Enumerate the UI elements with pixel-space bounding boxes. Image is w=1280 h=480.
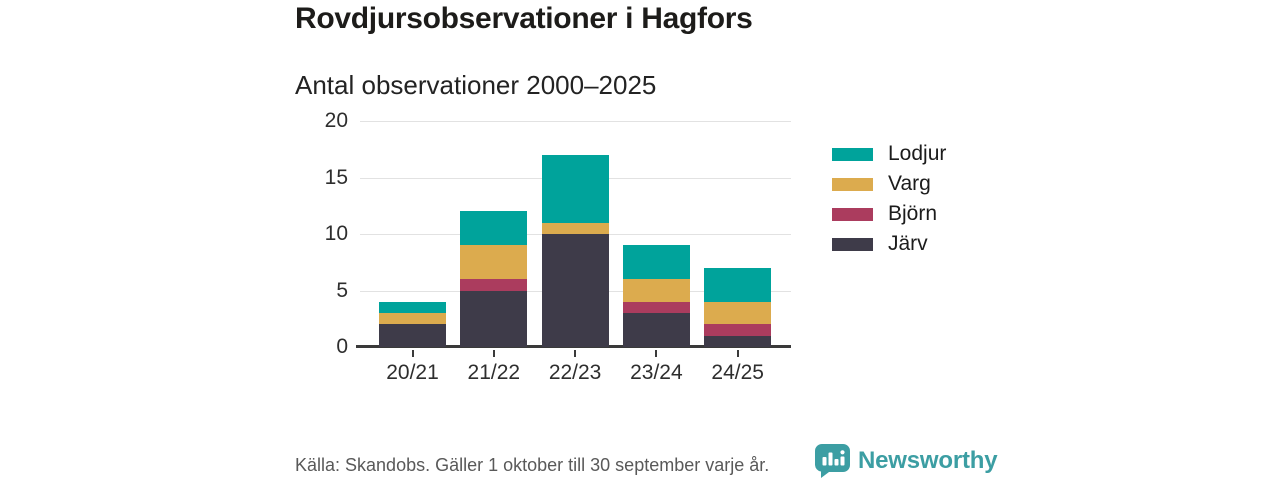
x-tick-label-24/25: 24/25 — [711, 361, 764, 384]
brand-name: Newsworthy — [858, 447, 998, 474]
legend-item-varg: Varg — [832, 169, 946, 199]
legend-item-järv: Järv — [832, 229, 946, 259]
segment-lodjur-24/25 — [704, 267, 772, 302]
segment-lodjur-21/22 — [460, 211, 528, 246]
segment-varg-21/22 — [460, 245, 528, 280]
legend-swatch-björn — [832, 207, 873, 221]
segment-järv-22/23 — [541, 234, 609, 347]
bar-21/22 — [460, 121, 528, 347]
legend-item-björn: Björn — [832, 199, 946, 229]
segment-järv-24/25 — [704, 335, 772, 347]
legend-item-lodjur: Lodjur — [832, 139, 946, 169]
bar-24/25 — [704, 121, 772, 347]
y-tick-label-20: 20 — [324, 109, 348, 132]
x-tick-label-23/24: 23/24 — [630, 361, 683, 384]
legend-label-varg: Varg — [888, 172, 931, 195]
segment-järv-20/21 — [379, 324, 446, 347]
segment-björn-21/22 — [460, 279, 528, 291]
segment-varg-23/24 — [622, 279, 690, 302]
y-tick-label-0: 0 — [336, 335, 348, 358]
brand-lockup: Newsworthy — [815, 444, 998, 478]
x-tick-label-20/21: 20/21 — [386, 361, 439, 384]
x-tick-label-22/23: 22/23 — [548, 361, 602, 384]
x-tick-21/22 — [492, 350, 495, 357]
legend-swatch-järv — [832, 237, 873, 251]
newsworthy-logo-icon — [815, 444, 850, 478]
x-tick-24/25 — [736, 350, 739, 357]
x-tick-label-21/22: 21/22 — [467, 361, 521, 384]
bar-20/21 — [379, 121, 446, 347]
segment-lodjur-22/23 — [541, 154, 609, 223]
segment-varg-24/25 — [704, 301, 772, 325]
segment-lodjur-23/24 — [622, 245, 690, 280]
x-tick-22/23 — [574, 350, 577, 357]
legend-swatch-varg — [832, 177, 873, 191]
legend-label-björn: Björn — [888, 202, 938, 225]
y-tick-label-10: 10 — [324, 222, 348, 245]
segment-björn-23/24 — [622, 301, 690, 314]
segment-lodjur-20/21 — [379, 301, 446, 314]
segment-varg-22/23 — [541, 222, 609, 234]
bar-23/24 — [622, 121, 690, 347]
y-tick-label-5: 5 — [336, 278, 348, 302]
legend-label-lodjur: Lodjur — [888, 142, 947, 165]
source-note: Källa: Skandobs. Gäller 1 oktober till 3… — [295, 455, 770, 475]
chart-subtitle: Antal observationer 2000–2025 — [295, 70, 657, 100]
x-tick-23/24 — [655, 350, 658, 357]
bar-22/23 — [541, 121, 609, 347]
y-tick-label-15: 15 — [324, 165, 348, 189]
segment-järv-23/24 — [622, 313, 690, 347]
legend: Lodjur Varg Björn Järv — [832, 139, 946, 259]
plot-area: 20/21 21/22 22/23 23/24 24/25 — [356, 121, 791, 384]
segment-järv-21/22 — [460, 290, 528, 347]
segment-björn-24/25 — [704, 324, 772, 336]
legend-label-järv: Järv — [888, 232, 928, 255]
segment-varg-20/21 — [379, 313, 446, 325]
gridline-20 — [360, 121, 791, 122]
chart-title: Rovdjursobservationer i Hagfors — [295, 2, 753, 35]
x-tick-20/21 — [411, 350, 414, 357]
legend-swatch-lodjur — [832, 147, 873, 161]
